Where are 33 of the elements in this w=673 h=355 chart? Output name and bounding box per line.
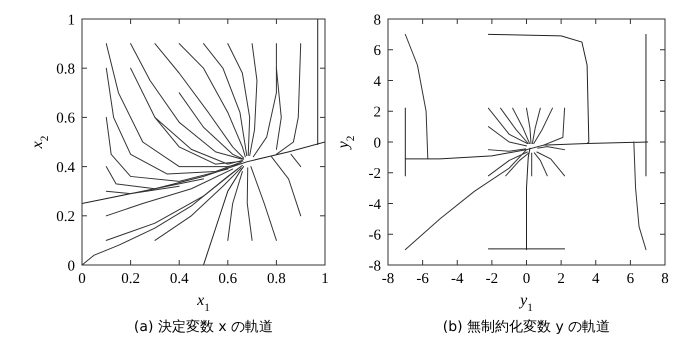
- x-axis-title: x$_{1}$: [196, 292, 210, 314]
- x-tick-label: 4: [592, 271, 600, 287]
- y-tick-label: 0: [374, 135, 381, 152]
- y-tick-label: 1: [68, 12, 75, 28]
- y-tick-label: 8: [374, 12, 381, 28]
- y-tick-label: -2: [368, 166, 381, 182]
- y-tick-label: 0: [68, 258, 75, 274]
- x-tick-label: 0.8: [267, 271, 286, 287]
- x-tick-label: -6: [416, 271, 430, 287]
- y-tick-label: -8: [368, 258, 381, 274]
- x-tick-label: 0.4: [170, 271, 190, 287]
- text: (b) 無制約化変数 y の軌道: [442, 319, 610, 335]
- x-tick-label: 0.2: [121, 271, 140, 287]
- y-tick-label: 0.2: [56, 209, 75, 226]
- x-tick-label: 6: [626, 271, 635, 287]
- x-tick-label: 2: [557, 271, 565, 287]
- x-tick-label: -2: [486, 271, 498, 287]
- y-tick-label: -6: [368, 228, 382, 244]
- y-tick-label: 6: [374, 43, 382, 59]
- y-tick-label: 4: [374, 74, 382, 90]
- x-tick-label: 0.6: [218, 271, 238, 287]
- y-tick-label: -4: [368, 196, 382, 213]
- y-tick-label: 2: [374, 104, 381, 120]
- y-tick-label: 0.8: [56, 61, 75, 78]
- y-tick-label: 0.6: [56, 110, 76, 127]
- x-tick-label: 0: [78, 271, 86, 287]
- text: (a) 決定変数 x の軌道: [134, 319, 274, 335]
- x-tick-label: -4: [451, 271, 464, 287]
- y-tick-label: 0.4: [56, 160, 76, 176]
- x-tick-label: 1: [321, 271, 329, 287]
- x-tick-label: 8: [661, 271, 669, 287]
- x-axis-title: y$_{1}$: [518, 292, 533, 314]
- x-tick-label: 0: [522, 271, 530, 287]
